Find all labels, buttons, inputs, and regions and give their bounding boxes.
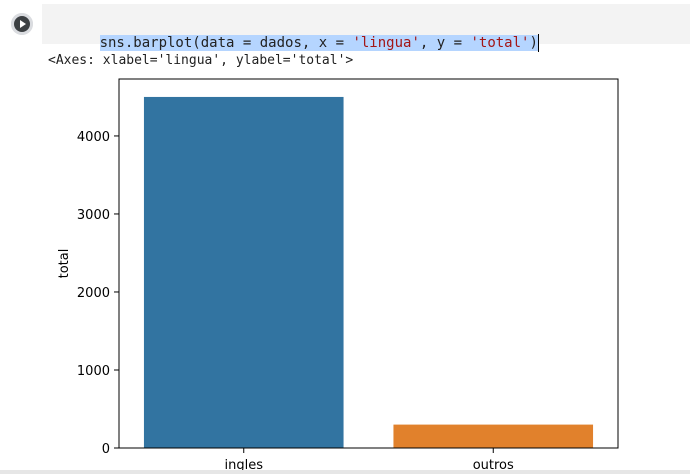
y-tick-label: 1000 [77, 364, 110, 379]
y-axis-label: total [57, 249, 72, 279]
code-line[interactable]: sns.barplot(data = dados, x = 'lingua', … [49, 16, 539, 52]
cell-output-text: <Axes: xlabel='lingua', ylabel='total'> [48, 53, 354, 68]
code-token: sns.barplot(data = dados, x = [99, 35, 353, 51]
code-token-string: 'total' [470, 35, 530, 51]
y-tick-label: 2000 [77, 286, 110, 301]
y-tick-label: 0 [102, 442, 110, 457]
text-cursor [537, 34, 539, 52]
run-cell-button[interactable] [11, 13, 33, 35]
y-tick-label: 3000 [77, 208, 110, 223]
plot-frame [118, 78, 619, 449]
bar-chart: 0 1000 2000 3000 4000 ingles outros total [42, 72, 642, 474]
play-icon [11, 13, 33, 35]
code-token-string: 'lingua' [352, 35, 420, 51]
x-tick-label: outros [473, 458, 514, 472]
bottom-divider [0, 470, 690, 474]
y-tick-label: 4000 [77, 130, 110, 145]
bar-ingles [143, 96, 344, 448]
bar-outros [393, 424, 594, 448]
code-token: , y = [419, 35, 471, 51]
chart-svg: 0 1000 2000 3000 4000 ingles outros total [57, 78, 619, 473]
x-tick-label: ingles [225, 458, 264, 472]
code-editor[interactable]: sns.barplot(data = dados, x = 'lingua', … [42, 4, 690, 52]
code-token: ) [529, 35, 538, 51]
cell-gutter [0, 0, 42, 474]
